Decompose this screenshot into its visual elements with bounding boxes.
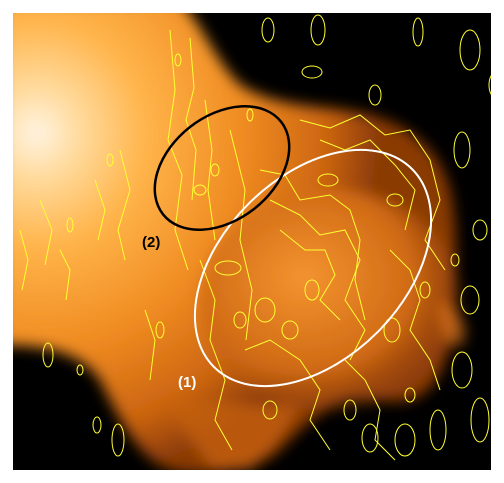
region-1-ellipse bbox=[193, 148, 433, 388]
region-1-label: (1) bbox=[178, 374, 196, 391]
region-2-ellipse bbox=[153, 105, 291, 231]
region-2-label: (2) bbox=[142, 234, 160, 251]
image-frame bbox=[11, 11, 493, 472]
nebula-emission bbox=[12, 12, 465, 471]
